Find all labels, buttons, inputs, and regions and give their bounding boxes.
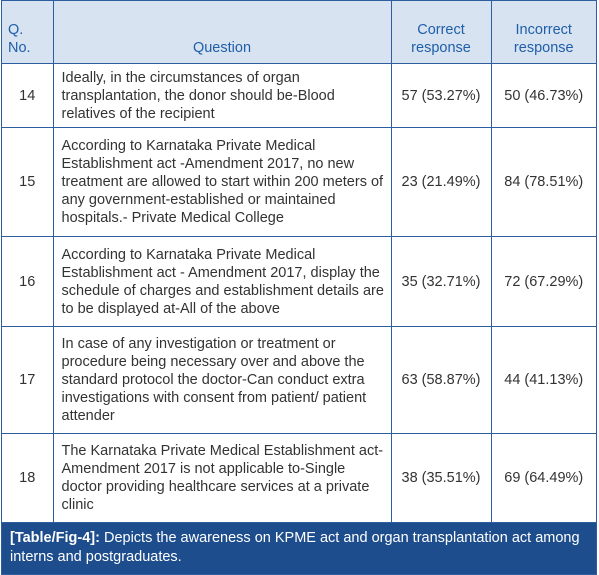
value-cell: 18 <box>2 433 53 522</box>
caption-text: Depicts the awareness on KPME act and or… <box>10 529 580 565</box>
value-cell: 69 (64.49%) <box>490 433 596 522</box>
question-cell: The Karnataka Private Medical Establishm… <box>52 433 391 522</box>
caption-label: [Table/Fig-4]: <box>10 529 100 546</box>
table-row: 18 The Karnataka Private Medical Establis… <box>2 433 596 522</box>
table-row: 14 Ideally, in the circumstances of organ… <box>2 63 596 128</box>
table: Q. No. Question Correct response Incorrect … <box>2 1 596 522</box>
value-cell: 57 (53.27%) <box>390 63 491 128</box>
value-cell: 23 (21.49%) <box>390 127 491 237</box>
header-cell: Incorrect response <box>490 1 596 64</box>
value-cell: 44 (41.13%) <box>490 326 596 434</box>
header-cell: Question <box>52 1 391 64</box>
table-row: 15 According to Karnataka Private Medical… <box>2 127 596 237</box>
caption: [Table/Fig-4]: Depicts the awareness on … <box>2 521 596 574</box>
table-body: 14 Ideally, in the circumstances of organ… <box>2 63 596 522</box>
question-cell: In case of any investigation or treatmen… <box>52 326 391 434</box>
question-cell: Ideally, in the circumstances of organ t… <box>52 63 391 128</box>
header-cell: Correct response <box>390 1 491 64</box>
value-cell: 17 <box>2 326 53 434</box>
value-cell: 15 <box>2 127 53 237</box>
value-cell: 35 (32.71%) <box>390 236 491 327</box>
table-row: 17 In case of any investigation or treatm… <box>2 326 596 434</box>
value-cell: 16 <box>2 236 53 327</box>
value-cell: 14 <box>2 63 53 128</box>
value-cell: 72 (67.29%) <box>490 236 596 327</box>
value-cell: 84 (78.51%) <box>490 127 596 237</box>
value-cell: 63 (58.87%) <box>390 326 491 434</box>
value-cell: 38 (35.51%) <box>390 433 491 522</box>
header-cell: Q. No. <box>2 1 53 64</box>
question-cell: According to Karnataka Private Medical E… <box>52 236 391 327</box>
question-cell: According to Karnataka Private Medical E… <box>52 127 391 237</box>
value-cell: 50 (46.73%) <box>490 63 596 128</box>
header-row: Q. No. Question Correct response Incorrect … <box>2 1 596 64</box>
table-row: 16 According to Karnataka Private Medical… <box>2 236 596 327</box>
